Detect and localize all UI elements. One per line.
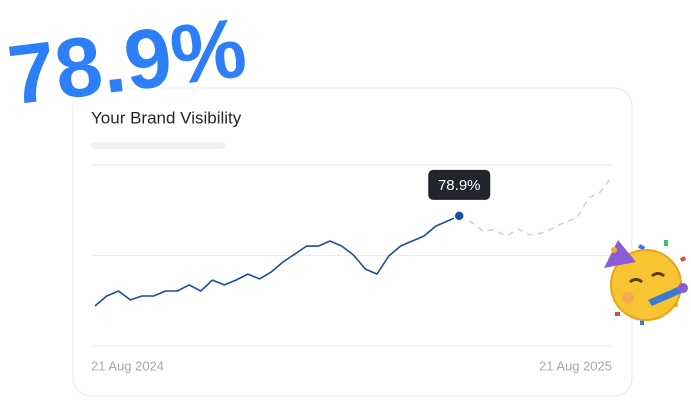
card [72,87,633,397]
tooltip-label: 78.9% [438,177,481,194]
x-tick-label: 21 Aug 2025 [539,358,612,373]
chart-title: Your Brand Visibility [91,108,242,127]
plot: 21 Aug 2024 21 Aug 2025 78.9% [91,164,613,373]
placeholder-bar [91,142,225,149]
party-emoji [604,240,688,325]
tooltip [428,169,491,200]
x-tick-label: 21 Aug 2024 [91,358,164,373]
line [94,215,460,307]
highlight-point [453,210,465,222]
